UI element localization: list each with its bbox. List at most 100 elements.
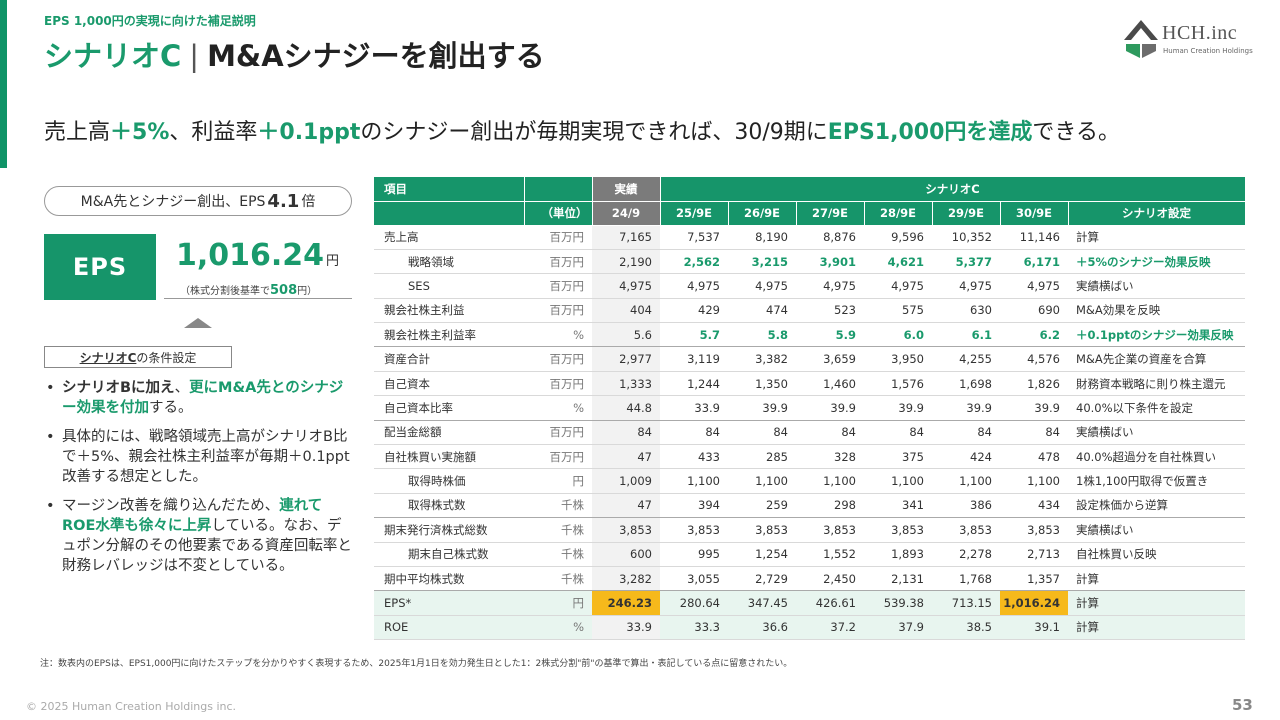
row-value: 424 [932, 444, 1000, 470]
row-value: 1,100 [660, 468, 728, 494]
row-value: 84 [864, 420, 932, 446]
note-pre: （株式分割後基準で [180, 286, 270, 297]
row-value: 433 [660, 444, 728, 470]
row-value: 426.61 [796, 590, 864, 616]
row-setting: 実績横ばい [1068, 273, 1245, 299]
row-value: 246.23 [592, 590, 660, 616]
row-value: 523 [796, 298, 864, 324]
row-value: 2,450 [796, 566, 864, 592]
pill-value: 4.1 [267, 190, 300, 212]
table-row: 取得株式数 千株 47 394 259 298 341 386 434 設定株価から逆算 [374, 493, 1245, 519]
page-number: 53 [1232, 696, 1253, 714]
scenario-table: 項目 実績 シナリオC （単位） 24/9 25/9E 26/9E 27/9E … [374, 177, 1246, 641]
table-row: 自社株買い実施額 百万円 47 433 285 328 375 424 478 40.0%超過分を… [374, 444, 1245, 470]
row-setting: 財務資本戦略に則り株主還元 [1068, 371, 1245, 397]
row-value: 84 [1000, 420, 1068, 446]
lead-highlight: ＋0.1ppt [257, 120, 361, 145]
header-unit: （単位） [524, 201, 593, 226]
lead-message: 売上高＋5%、利益率＋0.1pptのシナジー創出が毎期実現できれば、30/9期に… [44, 114, 1120, 146]
header-blank [374, 201, 525, 226]
footnote: 注：数表内のEPSは、EPS1,000円に向けたステップを分かりやすく表現するた… [40, 659, 793, 669]
row-value: 713.15 [932, 590, 1000, 616]
row-value: 1,244 [660, 371, 728, 397]
row-setting: 計算 [1068, 615, 1245, 641]
row-setting: ＋5%のシナジー効果反映 [1068, 249, 1245, 275]
row-value: 2,278 [932, 542, 1000, 567]
header-period: 26/9E [728, 201, 797, 226]
row-value: 3,119 [660, 346, 728, 372]
row-value: 3,853 [932, 517, 1000, 543]
row-value: 3,282 [592, 566, 660, 592]
side-accent-bar [0, 0, 7, 168]
row-value: 4,621 [864, 249, 932, 275]
bullet-text: する。 [149, 400, 193, 416]
row-item: 戦略領域 [374, 249, 524, 275]
title-separator: | [189, 39, 200, 73]
row-setting: 計算 [1068, 566, 1245, 592]
row-value: 39.9 [796, 395, 864, 421]
row-value: 1,100 [796, 468, 864, 494]
row-value: 600 [592, 542, 660, 567]
row-value: 39.9 [1000, 395, 1068, 421]
title-rest: M&Aシナジーを創出する [207, 39, 545, 73]
header-blank [524, 177, 593, 202]
row-setting: 計算 [1068, 590, 1245, 616]
row-value: 8,190 [728, 225, 796, 250]
table-row: 自己資本 百万円 1,333 1,244 1,350 1,460 1,576 1,698 1,8… [374, 371, 1245, 397]
lead-highlight: EPS1,000円を達成 [827, 120, 1033, 145]
bullet-item: シナリオBに加え、更にM&A先とのシナジー効果を付加する。 [44, 378, 354, 418]
row-value: 2,190 [592, 249, 660, 275]
row-value: 4,975 [660, 273, 728, 299]
table-row: EPS* 円 246.23 280.64 347.45 426.61 539.38 713.1… [374, 590, 1245, 616]
title-main: シナリオC [44, 39, 182, 73]
table-row: 期中平均株式数 千株 3,282 3,055 2,729 2,450 2,131 1,768 1… [374, 566, 1245, 592]
lead-part: 、利益率 [169, 120, 258, 145]
row-setting: 実績横ばい [1068, 420, 1245, 446]
row-value: 690 [1000, 298, 1068, 324]
row-value: 37.9 [864, 615, 932, 641]
row-value: 2,729 [728, 566, 796, 592]
row-value: 3,950 [864, 346, 932, 372]
row-item: 自社株買い実施額 [374, 444, 524, 470]
row-value: 539.38 [864, 590, 932, 616]
row-value: 1,768 [932, 566, 1000, 592]
lead-part: 売上高 [44, 120, 111, 145]
row-unit: 百万円 [524, 273, 592, 299]
row-value: 1,698 [932, 371, 1000, 397]
row-value: 4,576 [1000, 346, 1068, 372]
row-value: 394 [660, 493, 728, 519]
row-value: 630 [932, 298, 1000, 324]
bullet-text: している。なお、デュポン分解のその他要素である資産回転率と財務レバレッジは不変と… [62, 518, 352, 574]
row-value: 6,171 [1000, 249, 1068, 275]
row-item: 親会社株主利益率 [374, 322, 524, 348]
row-value: 375 [864, 444, 932, 470]
row-value: 2,713 [1000, 542, 1068, 567]
row-value: 33.3 [660, 615, 728, 641]
row-value: 2,562 [660, 249, 728, 275]
row-value: 84 [660, 420, 728, 446]
row-unit: 千株 [524, 542, 592, 567]
row-value: 3,853 [728, 517, 796, 543]
row-value: 478 [1000, 444, 1068, 470]
row-unit: 百万円 [524, 346, 592, 372]
lead-highlight: ＋5% [110, 120, 170, 145]
table-row: 親会社株主利益率% 5.6 5.7 5.8 5.9 6.0 6.1 6.2 ＋0.1pptのシナ… [374, 322, 1245, 348]
row-value: 6.2 [1000, 322, 1068, 348]
row-value: 8,876 [796, 225, 864, 250]
header-period: 25/9E [660, 201, 729, 226]
row-value: 7,537 [660, 225, 728, 250]
row-value: 47 [592, 444, 660, 470]
table-row: 戦略領域 百万円 2,190 2,562 3,215 3,901 4,621 5,377 6,1… [374, 249, 1245, 275]
triangle-up-icon [184, 318, 212, 328]
cond-rest: の条件設定 [136, 350, 197, 365]
row-item: ROE [374, 615, 524, 641]
bullet-highlight: 更にM&A先とのシナジー効果を付加 [62, 380, 344, 416]
row-value: 1,100 [1000, 468, 1068, 494]
row-value: 347.45 [728, 590, 796, 616]
row-value: 3,382 [728, 346, 796, 372]
row-value: 1,552 [796, 542, 864, 567]
row-value: 429 [660, 298, 728, 324]
eps-split-note: （株式分割後基準で508円） [180, 282, 317, 298]
row-value: 298 [796, 493, 864, 519]
row-value: 3,853 [592, 517, 660, 543]
